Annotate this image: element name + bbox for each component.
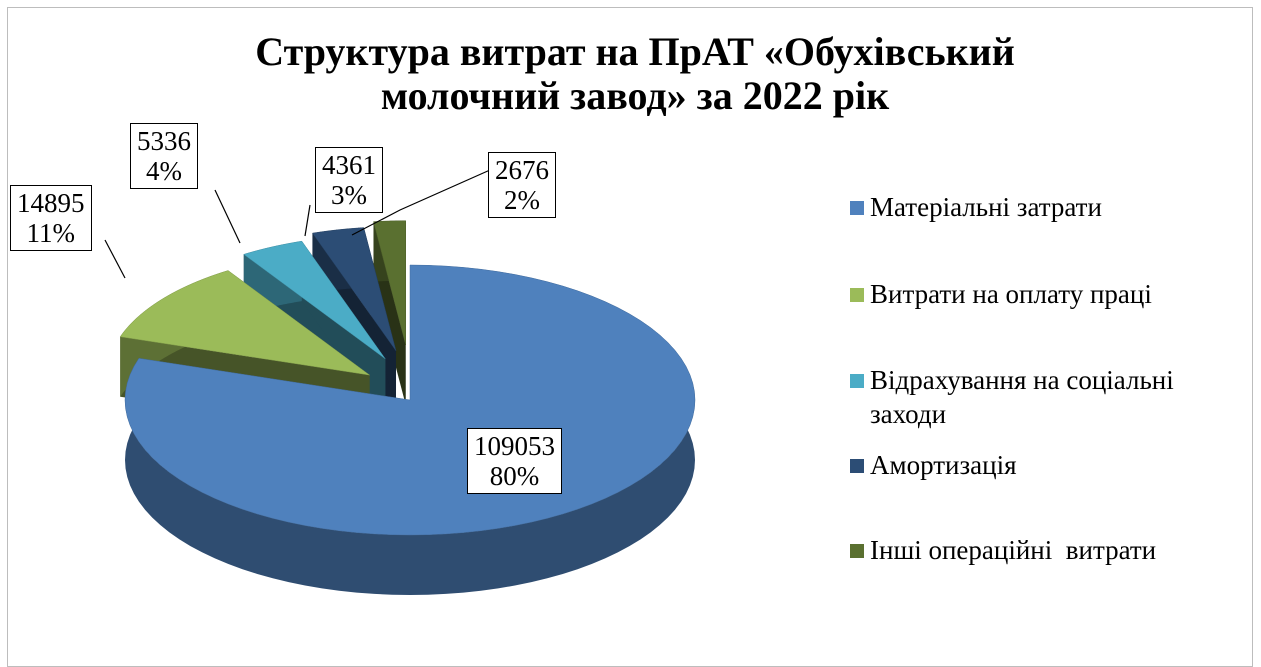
data-label-percent: 3% xyxy=(331,180,367,210)
data-label-percent: 11% xyxy=(26,218,76,248)
leader-line xyxy=(214,189,241,244)
legend-label: Витрати на оплату праці xyxy=(870,279,1152,309)
legend-swatch xyxy=(850,201,864,215)
data-label-percent: 80% xyxy=(489,461,540,491)
legend-label: Матеріальні затрати xyxy=(870,192,1102,222)
legend-item: Матеріальні затрати xyxy=(850,190,1230,224)
legend-label: Відрахування на соціальні заходи xyxy=(870,365,1181,429)
legend-swatch xyxy=(850,459,864,473)
slice-top xyxy=(243,240,386,360)
legend-swatch xyxy=(850,374,864,388)
data-label-value: 2676 xyxy=(495,155,549,185)
data-label-percent: 2% xyxy=(504,185,540,215)
legend-swatch xyxy=(850,288,864,302)
legend-item: Відрахування на соціальні заходи xyxy=(850,363,1230,431)
data-label: 4361 3% xyxy=(315,147,383,213)
legend-item: Витрати на оплату праці xyxy=(850,277,1230,311)
legend-item: Амортизація xyxy=(850,448,1230,482)
chart-title: Структура витрат на ПрАТ «Обухівський мо… xyxy=(255,29,1015,118)
data-label: 14895 11% xyxy=(10,185,92,251)
slice-tops xyxy=(119,220,696,536)
data-label-percent: 4% xyxy=(146,156,182,186)
data-label: 109053 80% xyxy=(467,428,562,494)
data-label: 5336 4% xyxy=(130,123,198,189)
legend-item: Інші операційні витрати xyxy=(850,533,1230,567)
legend-swatch xyxy=(850,544,864,558)
leader-line xyxy=(304,204,311,237)
data-label-value: 5336 xyxy=(137,126,191,156)
data-label: 2676 2% xyxy=(488,152,556,218)
legend-label: Амортизація xyxy=(870,450,1017,480)
data-label-value: 109053 xyxy=(474,431,555,461)
leader-line xyxy=(351,169,491,236)
data-label-value: 14895 xyxy=(17,188,85,218)
slice-top xyxy=(312,227,397,352)
slice-top xyxy=(119,270,370,376)
legend-label: Інші операційні витрати xyxy=(870,535,1157,565)
data-label-value: 4361 xyxy=(322,150,376,180)
leader-line xyxy=(104,239,126,279)
